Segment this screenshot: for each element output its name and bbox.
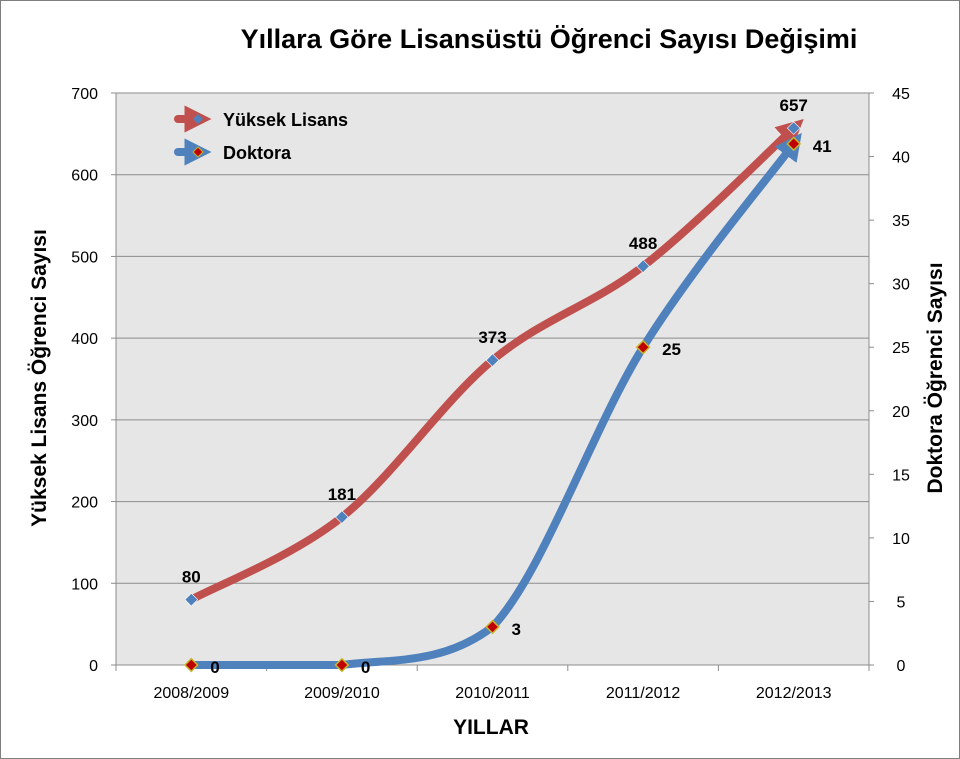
- data-point-yuksek-lisans: [636, 259, 650, 274]
- data-label-doktora: 3: [512, 620, 521, 639]
- y-tick-label-right: 25: [892, 340, 910, 357]
- data-label-yuksek-lisans: 488: [629, 234, 657, 253]
- data-point-doktora: [786, 136, 802, 152]
- x-tick-label: 2008/2009: [153, 685, 229, 702]
- data-label-yuksek-lisans: 80: [182, 568, 201, 587]
- x-tick-label: 2009/2010: [304, 685, 380, 702]
- legend-item-doktora: Doktora: [174, 138, 292, 166]
- y-tick-label-right: 10: [892, 531, 910, 548]
- y-tick-label-left: 600: [71, 168, 98, 185]
- legend-item-yuksek-lisans: Yüksek Lisans: [174, 105, 348, 133]
- y-axis-title-left: Yüksek Lisans Öğrenci Sayısı: [28, 229, 51, 527]
- data-point-doktora: [334, 657, 350, 673]
- data-point-doktora: [183, 657, 199, 673]
- plot-area: [116, 93, 869, 665]
- y-tick-label-right: 40: [892, 150, 910, 167]
- series-line-doktora: [187, 132, 802, 670]
- y-tick-label-left: 700: [71, 86, 98, 103]
- data-point-doktora: [485, 619, 500, 635]
- x-tick-label: 2012/2013: [756, 685, 832, 702]
- legend-marker-yuksek-lisans: [193, 114, 203, 124]
- data-point-yuksek-lisans: [335, 510, 349, 524]
- y-tick-label-left: 400: [71, 331, 98, 348]
- y-tick-label-left: 500: [71, 249, 98, 266]
- chart-title: Yıllara Göre Lisansüstü Öğrenci Sayısı D…: [241, 24, 858, 54]
- x-tick-label: 2010/2011: [455, 685, 530, 702]
- axes: 0100200300400500600700051015202530354045…: [71, 86, 910, 702]
- data-point-yuksek-lisans: [786, 121, 801, 135]
- data-label-doktora: 41: [813, 137, 832, 156]
- y-tick-label-left: 300: [71, 413, 98, 430]
- y-axis-title-right: Doktora Öğrenci Sayısı: [924, 262, 947, 493]
- y-tick-label-right: 0: [897, 658, 906, 675]
- y-tick-label-right: 20: [892, 404, 910, 421]
- legend-label-doktora: Doktora: [223, 143, 292, 163]
- data-label-yuksek-lisans: 181: [328, 485, 356, 504]
- series-markers: [183, 121, 802, 673]
- y-tick-label-right: 35: [892, 213, 910, 230]
- data-point-yuksek-lisans: [184, 592, 199, 607]
- y-tick-label-left: 200: [71, 495, 98, 512]
- data-label-doktora: 0: [361, 658, 370, 677]
- y-tick-label-right: 45: [892, 86, 910, 103]
- data-label-yuksek-lisans: 657: [780, 96, 808, 115]
- data-label-doktora: 0: [210, 658, 219, 677]
- y-tick-label-right: 5: [897, 594, 906, 611]
- y-tick-label-right: 15: [892, 467, 910, 484]
- data-label-doktora: 25: [662, 340, 681, 359]
- data-labels: 80 181 373 488 657 0 0 3 25 41: [182, 96, 832, 677]
- legend-marker-doktora: [192, 146, 204, 158]
- data-label-yuksek-lisans: 373: [478, 328, 506, 347]
- y-tick-label-right: 30: [892, 277, 910, 294]
- y-tick-label-left: 100: [71, 576, 98, 593]
- y-tick-label-left: 0: [89, 658, 98, 675]
- data-point-yuksek-lisans: [485, 353, 500, 367]
- x-tick-label: 2011/2012: [606, 685, 681, 702]
- data-point-doktora: [635, 339, 651, 355]
- x-axis-title: YILLAR: [453, 716, 529, 739]
- legend: Yüksek Lisans Doktora: [174, 105, 348, 166]
- legend-label-yuksek-lisans: Yüksek Lisans: [223, 110, 348, 130]
